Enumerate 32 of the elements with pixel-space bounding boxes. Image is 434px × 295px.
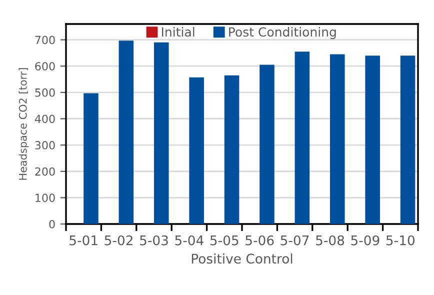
x-tick-label: 5-08 <box>316 235 344 246</box>
bar <box>118 40 134 224</box>
y-tick-label: 600 <box>35 62 55 70</box>
bar <box>294 52 310 224</box>
y-tick-label: 400 <box>34 114 55 124</box>
x-tick-label: 5-03 <box>140 235 168 246</box>
bar <box>224 75 240 224</box>
x-tick-label: 5-09 <box>351 235 380 246</box>
x-tick-label: 5-04 <box>175 235 204 246</box>
y-tick-label: 300 <box>35 141 55 150</box>
y-tick-label: 0 <box>49 220 55 228</box>
x-tick-label: 5-05 <box>210 235 238 246</box>
y-tick-label: 200 <box>35 167 55 176</box>
y-tick-label: 700 <box>35 36 55 44</box>
x-tick-label: 5-02 <box>104 235 132 246</box>
legend-label: Post Conditioning <box>229 27 336 40</box>
x-tick-label: 5-10 <box>386 235 414 246</box>
bar <box>260 64 274 224</box>
bar <box>189 77 204 224</box>
y-tick-label: 100 <box>36 194 55 202</box>
bar <box>154 42 169 224</box>
x-tick-label: 5-06 <box>246 235 274 246</box>
y-axis-title: Headspace CO2 [torr] <box>18 68 29 180</box>
bar <box>365 56 380 224</box>
x-tick-label: 5-07 <box>280 235 309 246</box>
bar <box>400 56 416 224</box>
x-tick-label: 5-01 <box>70 235 98 246</box>
x-axis-title: Positive Control <box>192 253 292 264</box>
legend-label: Initial <box>162 27 194 37</box>
y-tick-label: 500 <box>35 88 55 97</box>
bar <box>330 54 345 224</box>
bar <box>84 93 98 224</box>
